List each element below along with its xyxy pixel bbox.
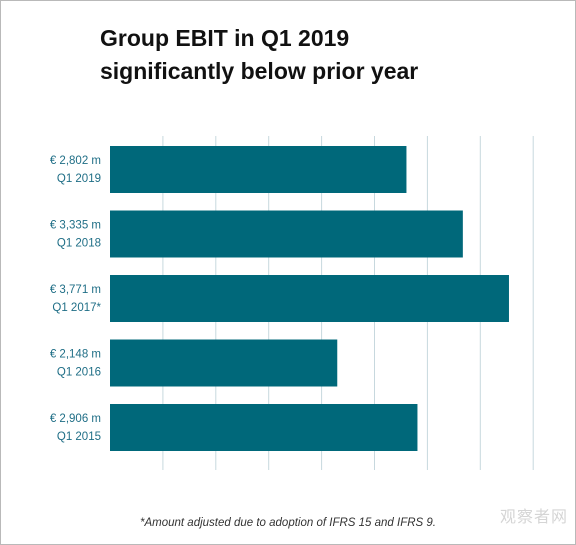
bar-value-label: € 2,802 m — [50, 155, 101, 167]
chart-title-line-1: Group EBIT in Q1 2019 — [100, 25, 350, 51]
bar-category-label: Q1 2016 — [57, 367, 101, 379]
watermark: 观察者网 — [499, 509, 568, 526]
bar — [110, 404, 418, 451]
bar-category-label: Q1 2018 — [57, 238, 101, 250]
bar-category-label: Q1 2019 — [57, 173, 101, 185]
chart-title: Group EBIT in Q1 2019 significantly belo… — [100, 22, 540, 88]
bar-category-label: Q1 2015 — [57, 431, 101, 443]
bar — [110, 339, 338, 387]
bar-value-label: € 2,148 m — [50, 349, 101, 361]
bar — [110, 146, 407, 193]
footnote: *Amount adjusted due to adoption of IFRS… — [140, 517, 436, 529]
bar — [110, 275, 509, 322]
chart-title-line-2: significantly below prior year — [100, 58, 419, 84]
bar-category-label: Q1 2017* — [52, 302, 101, 314]
bar-value-label: € 3,771 m — [50, 284, 101, 296]
bar-value-label: € 3,335 m — [50, 220, 101, 232]
bar-value-label: € 2,906 m — [50, 413, 101, 425]
bar — [110, 210, 463, 258]
